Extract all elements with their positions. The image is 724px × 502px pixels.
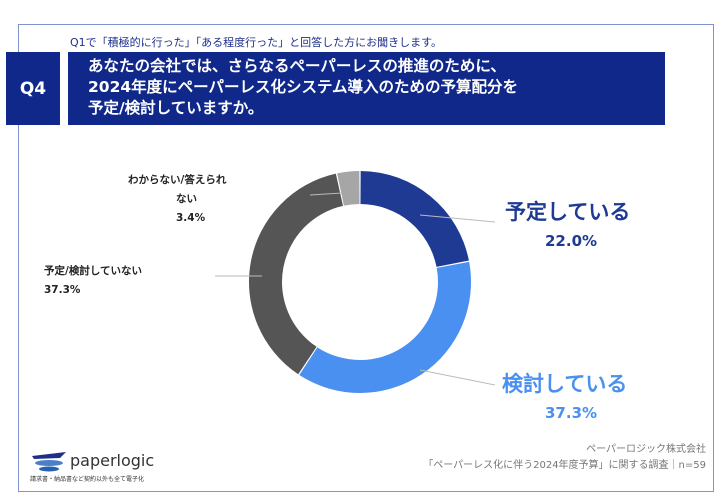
slide-frame [18, 24, 714, 492]
logo-text: paperlogic [70, 451, 155, 470]
slice-label-planned: 予定している [505, 200, 631, 224]
slice-value-considering: 37.3% [545, 404, 598, 422]
label-value: 3.4% [176, 212, 206, 224]
donut-slice-3 [337, 171, 360, 206]
leader-line [419, 214, 496, 223]
label-text: ない [176, 193, 197, 205]
footer-company: ペーパーロジック株式会社 [586, 444, 706, 455]
footer-source: ペーパーロジック株式会社 「ペーパーレス化に伴う2024年度予算」に関する調査｜… [423, 442, 706, 474]
question-title: あなたの会社では、さらなるペーパーレスの推進のために、 2024年度にペーパーレ… [68, 52, 665, 125]
donut-slice-2 [249, 173, 344, 375]
slice-label-not-planned: 予定/検討していない 37.3% [44, 262, 142, 300]
title-line: 予定/検討していますか。 [88, 99, 264, 117]
donut-slice-1 [299, 261, 471, 393]
slice-label-considering: 検討している [502, 372, 628, 396]
question-note: Q1で「積極的に行った」「ある程度行った」と回答した方にお聞きします。 [70, 36, 443, 49]
leader-line [309, 192, 343, 196]
label-text: わからない/答えられ [128, 174, 227, 186]
label-value: 37.3% [44, 284, 81, 296]
title-line: 2024年度にペーパーレス化システム導入のための予算配分を [88, 78, 519, 96]
slice-label-unknown: わからない/答えられ ない 3.4% [128, 171, 226, 228]
leader-line [419, 369, 496, 386]
logo-mark-icon [32, 452, 66, 472]
slice-value-planned: 22.0% [545, 232, 598, 250]
title-line: あなたの会社では、さらなるペーパーレスの推進のために、 [88, 57, 506, 75]
donut-slice-0 [360, 171, 469, 267]
logo-tagline: 請求書・納品書など契約以外も全て電子化 [30, 476, 145, 483]
question-number: Q4 [6, 52, 60, 125]
footer-survey: 「ペーパーレス化に伴う2024年度予算」に関する調査｜n=59 [423, 460, 706, 471]
label-text: 予定/検討していない [44, 265, 143, 277]
